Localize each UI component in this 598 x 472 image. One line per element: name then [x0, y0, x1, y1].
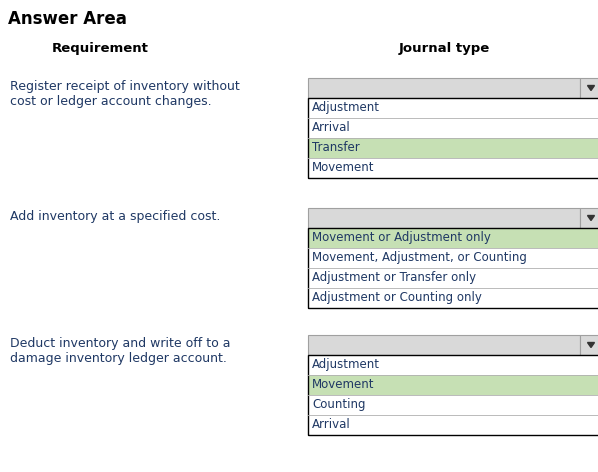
Bar — [308, 355, 598, 435]
Bar — [308, 268, 598, 288]
Bar — [308, 415, 598, 435]
Text: Adjustment or Transfer only: Adjustment or Transfer only — [312, 271, 476, 284]
Text: Transfer: Transfer — [312, 141, 360, 154]
Text: Movement, Adjustment, or Counting: Movement, Adjustment, or Counting — [312, 251, 527, 264]
Text: Adjustment or Counting only: Adjustment or Counting only — [312, 291, 482, 304]
Bar — [308, 375, 598, 395]
Bar — [308, 118, 598, 138]
Text: Journal type: Journal type — [398, 42, 490, 55]
Bar — [308, 98, 598, 118]
Text: Arrival: Arrival — [312, 121, 351, 134]
Bar — [308, 228, 598, 308]
Polygon shape — [587, 216, 594, 220]
Text: Arrival: Arrival — [312, 418, 351, 431]
Text: Adjustment: Adjustment — [312, 358, 380, 371]
Bar — [580, 335, 598, 355]
Text: Add inventory at a specified cost.: Add inventory at a specified cost. — [10, 210, 221, 223]
Text: Deduct inventory and write off to a
damage inventory ledger account.: Deduct inventory and write off to a dama… — [10, 337, 230, 365]
Text: Adjustment: Adjustment — [312, 101, 380, 114]
Polygon shape — [587, 343, 594, 347]
Text: Register receipt of inventory without
cost or ledger account changes.: Register receipt of inventory without co… — [10, 80, 240, 108]
Text: Requirement: Requirement — [51, 42, 148, 55]
Bar — [308, 395, 598, 415]
Bar — [308, 138, 598, 158]
Bar — [308, 98, 598, 178]
Bar — [580, 208, 598, 228]
Bar — [308, 208, 580, 228]
Bar — [308, 355, 598, 375]
Polygon shape — [587, 85, 594, 91]
Bar — [308, 78, 580, 98]
Bar — [308, 228, 598, 248]
Bar — [308, 288, 598, 308]
Bar — [308, 335, 580, 355]
Bar — [308, 248, 598, 268]
Text: Counting: Counting — [312, 398, 365, 411]
Text: Movement: Movement — [312, 161, 374, 174]
Text: Movement: Movement — [312, 378, 374, 391]
Bar — [308, 158, 598, 178]
Text: Answer Area: Answer Area — [8, 10, 127, 28]
Text: Movement or Adjustment only: Movement or Adjustment only — [312, 231, 491, 244]
Bar — [580, 78, 598, 98]
